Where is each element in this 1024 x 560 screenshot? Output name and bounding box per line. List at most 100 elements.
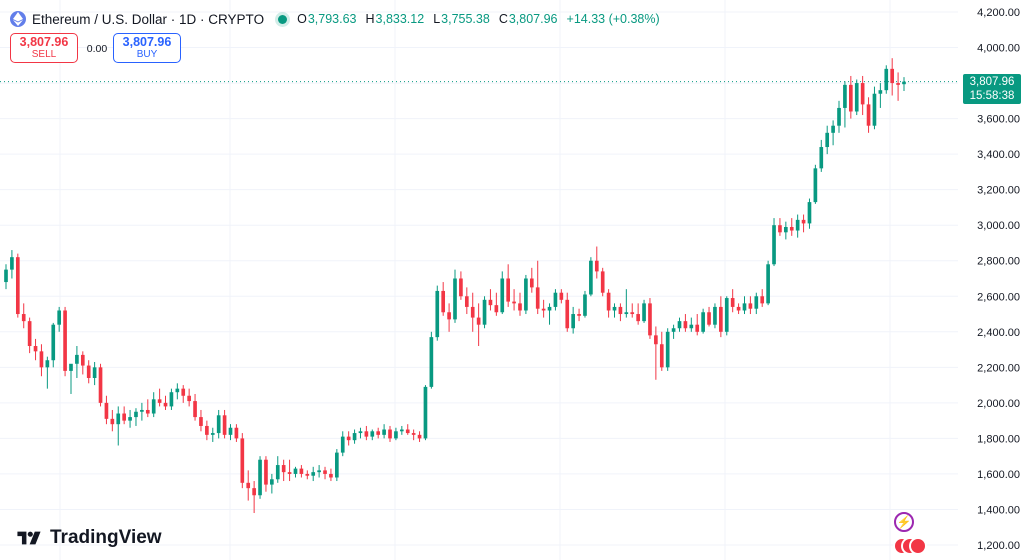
tradingview-logo[interactable]: TradingView (14, 527, 162, 549)
candles (4, 58, 906, 514)
candle (866, 97, 871, 133)
candle-body (671, 328, 676, 332)
candle (677, 317, 682, 332)
candle-body (134, 411, 138, 418)
y-tick-label: 1,400.00 (977, 504, 1020, 516)
candle-body (57, 310, 62, 325)
candle-body (571, 314, 575, 329)
candle-body (10, 257, 14, 270)
candle-body (742, 303, 747, 311)
candle-body (760, 296, 765, 304)
candle (128, 409, 132, 428)
candle-body (187, 395, 191, 402)
buy-button[interactable]: 3,807.96 BUY (113, 33, 181, 63)
candle (382, 424, 386, 439)
candle-body (311, 472, 316, 476)
candle-body (293, 468, 298, 474)
candle-body (216, 415, 221, 434)
candle (323, 466, 327, 480)
candle (193, 393, 197, 421)
candle-body (476, 317, 481, 325)
market-status-icon[interactable] (278, 14, 288, 24)
candle (831, 120, 835, 146)
candle-body (518, 303, 522, 311)
ohlc-key: C (498, 12, 508, 26)
candle (388, 425, 392, 442)
lightning-icon[interactable]: ⚡ (894, 512, 914, 532)
candle-body (382, 429, 386, 435)
candle-body (789, 226, 794, 231)
candle-body (181, 388, 186, 396)
candle (75, 346, 79, 378)
spread-value: 0.00 (86, 43, 108, 55)
candle (27, 317, 32, 354)
candle (222, 409, 227, 439)
y-tick-label: 4,200.00 (977, 7, 1020, 19)
candle (411, 429, 416, 441)
candle (45, 356, 50, 389)
candle (116, 406, 121, 446)
candle-body (482, 299, 487, 325)
candle (163, 395, 168, 410)
candle (577, 308, 581, 322)
candle (689, 317, 694, 332)
candle-body (222, 415, 227, 435)
sell-button[interactable]: 3,807.96 SELL (10, 33, 78, 63)
candle-body (228, 427, 233, 435)
tradingview-logo-icon (17, 531, 41, 545)
candle-body (270, 479, 274, 485)
brand-name: TradingView (50, 527, 162, 548)
candle-body (104, 402, 109, 419)
ohlc-value: 3,793.63 (307, 12, 357, 26)
candle-body (299, 468, 304, 474)
candle-body (405, 429, 410, 434)
candle-body (494, 305, 499, 313)
candle-body (364, 431, 369, 437)
candle-body (69, 363, 73, 371)
ohlc-value: 3,807.96 (508, 12, 558, 26)
candle-body (766, 264, 770, 304)
candle-body (75, 354, 79, 364)
ohlc-values: O3,793.63 H3,833.12 L3,755.38 C3,807.96 … (297, 12, 660, 26)
candle (535, 260, 540, 315)
candle-body (730, 298, 735, 307)
candle-body (27, 321, 32, 347)
chart-legend-header: Ethereum / U.S. Dollar · 1D · CRYPTO O3,… (10, 9, 660, 29)
candle-body (719, 306, 723, 332)
candle (654, 326, 658, 380)
candle-body (305, 473, 310, 476)
candle-body (488, 299, 493, 306)
sell-label: SELL (31, 49, 57, 60)
candle (10, 250, 14, 279)
candle-body (340, 436, 345, 453)
candle (659, 331, 664, 371)
candle (311, 466, 316, 482)
economic-events-icon[interactable] (893, 537, 929, 557)
candle (642, 299, 646, 323)
candle-body (754, 296, 759, 309)
candle (524, 274, 528, 315)
candle-body (470, 306, 475, 318)
candle-body (630, 312, 635, 315)
candle-body (854, 83, 859, 112)
candle-body (565, 299, 570, 329)
candle-body (843, 84, 847, 108)
candle-body (388, 429, 392, 439)
candle-body (199, 417, 203, 426)
candle (754, 292, 759, 315)
candle-body (654, 335, 658, 345)
candle-body (589, 260, 593, 295)
symbol-title[interactable]: Ethereum / U.S. Dollar · 1D · CRYPTO (32, 11, 265, 27)
candle (199, 409, 203, 432)
candle (902, 77, 906, 91)
candle (890, 58, 895, 96)
candle-body (896, 83, 900, 85)
candle-body (51, 324, 56, 361)
candle (807, 198, 812, 229)
candle-body (145, 409, 150, 414)
candle-body (4, 269, 8, 283)
candle (39, 344, 44, 377)
price-axis: 1,200.00 1,400.00 1,600.00 1,800.00 2,000.00… (977, 7, 1020, 552)
candle-body (193, 401, 197, 418)
